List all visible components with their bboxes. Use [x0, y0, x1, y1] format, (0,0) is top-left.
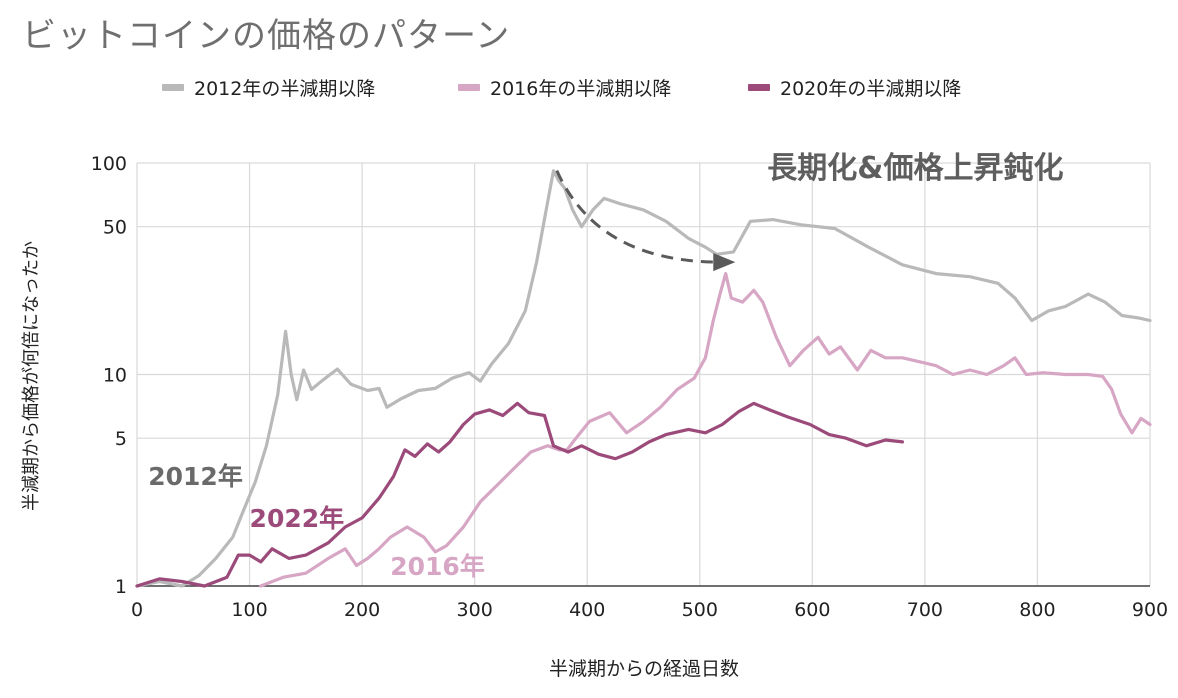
series-line-2 [135, 401, 904, 588]
y-tick-label: 50 [103, 217, 127, 239]
legend-label-2020: 2020年の半減期以降 [780, 78, 962, 100]
annotation-label: 2022年 [250, 504, 345, 533]
x-tick-label: 500 [682, 599, 718, 621]
x-tick-label: 100 [231, 599, 267, 621]
legend-item-2016[interactable]: 2016年の半減期以降 [458, 74, 671, 101]
trend-arrow-line [555, 170, 716, 264]
x-tick-label: 600 [794, 599, 830, 621]
legend-item-2020[interactable]: 2020年の半減期以降 [748, 74, 961, 101]
chart-legend: 2012年の半減期以降 2016年の半減期以降 2020年の半減期以降 [0, 74, 1178, 108]
x-tick-label: 700 [907, 599, 943, 621]
legend-swatch-2012 [162, 84, 184, 91]
y-tick-label: 10 [103, 365, 127, 387]
legend-swatch-2016 [458, 84, 480, 91]
x-tick-label: 900 [1132, 599, 1168, 621]
series-lines [135, 169, 1152, 588]
annotation-label: 2016年 [390, 552, 485, 581]
x-tick-label: 200 [344, 599, 380, 621]
y-tick-label: 1 [115, 576, 127, 598]
y-axis-title: 半減期から価格が何倍になったか [21, 241, 42, 511]
y-tick-label: 100 [91, 153, 127, 175]
series-line-1 [259, 272, 1152, 588]
annotation-label: 長期化&価格上昇鈍化 [767, 151, 1063, 186]
x-tick-label: 400 [569, 599, 605, 621]
tick-labels: 0 100 200 300 400 500 600 700 800 900 1 5 10 50 100 [91, 153, 1168, 621]
legend-label-2012: 2012年の半減期以降 [194, 78, 376, 100]
annotation-label: 2012年 [148, 462, 243, 491]
series-line-0 [135, 169, 1152, 588]
chart-title: ビットコインの価格のパターン [22, 16, 511, 56]
legend-item-2012[interactable]: 2012年の半減期以降 [162, 74, 375, 101]
x-axis-title: 半減期からの経過日数 [548, 658, 740, 680]
y-tick-label: 5 [115, 428, 127, 450]
legend-swatch-2020 [748, 84, 770, 91]
x-tick-label: 300 [457, 599, 493, 621]
trend-arrow-head [713, 253, 736, 272]
legend-label-2016: 2016年の半減期以降 [490, 78, 672, 100]
x-tick-label: 0 [131, 599, 143, 621]
x-tick-label: 800 [1019, 599, 1055, 621]
